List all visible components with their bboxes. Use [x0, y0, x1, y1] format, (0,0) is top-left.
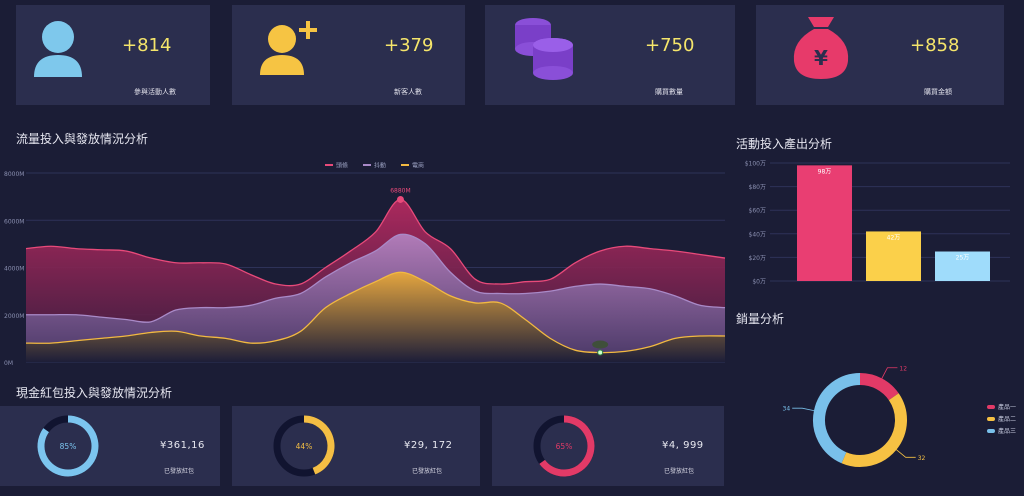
activity-section-title: 活動投入產出分析 [736, 137, 833, 151]
ring-progress [37, 415, 99, 477]
user-icon [34, 21, 82, 77]
slice-leader [881, 367, 898, 379]
legend-swatch [987, 405, 995, 409]
series-line-抖動 [25, 233, 726, 323]
redpacket-caption: 已發放紅包 [164, 468, 195, 475]
kpi-value: +379 [384, 35, 434, 56]
ring-progress [539, 415, 595, 477]
coin-stack-icon [515, 18, 573, 80]
min-marker [597, 349, 604, 356]
slice-leader [792, 407, 815, 411]
kpi-label: 購買數量 [655, 88, 683, 96]
y-tick-label: 6000M [4, 218, 24, 225]
kpi-value: +750 [645, 35, 695, 56]
peak-marker [396, 195, 404, 203]
svg-text:¥: ¥ [814, 46, 828, 70]
redpacket-amount: ¥4, 999 [662, 440, 704, 451]
donut-slice-產品一 [859, 373, 899, 401]
redpacket-amount: ¥361,16 [160, 440, 205, 451]
ring-progress [303, 415, 335, 475]
y-tick-label: $100万 [745, 161, 766, 168]
slice-label: 32 [918, 455, 926, 462]
redpacket-section-title: 現金紅包投入與發放情況分析 [16, 386, 173, 400]
slice-leader [896, 449, 916, 458]
legend-swatch [987, 429, 995, 433]
series-line-電商 [25, 271, 726, 354]
legend-label: 產品三 [998, 427, 1016, 435]
slice-label: 34 [783, 406, 791, 413]
ring-percent-label: 44% [296, 442, 313, 451]
donut-slice-產品三 [813, 373, 861, 464]
legend-label: 電商 [412, 162, 424, 170]
kpi-value: +858 [910, 35, 960, 56]
redpacket-amount: ¥29, 172 [404, 440, 453, 451]
donut-slice-產品二 [841, 393, 907, 467]
bar [866, 231, 921, 281]
legend-label: 產品一 [998, 403, 1016, 411]
y-tick-label: 2000M [4, 313, 24, 320]
progress-ring-chart: 65% [533, 415, 595, 477]
kpi-label: 新客人數 [394, 88, 422, 96]
traffic-section-title: 流量投入與發放情況分析 [16, 132, 149, 146]
y-tick-label: $0万 [752, 279, 766, 286]
y-tick-label: $80万 [749, 184, 766, 191]
legend-label: 頭條 [336, 162, 348, 170]
y-tick-label: 8000M [4, 171, 24, 178]
redpacket-caption: 已發放紅包 [664, 468, 695, 475]
area-fill-電商 [26, 272, 725, 362]
legend-swatch [987, 417, 995, 421]
y-tick-label: 4000M [4, 266, 24, 273]
redpacket-card-1: 85% ¥361,16 已發放紅包 [0, 406, 220, 486]
traffic-area-chart: 0M 2000M 4000M 6000M 8000M 頭條 抖動 電商 6880M [4, 162, 726, 367]
bar-data-label: 25万 [956, 255, 970, 262]
kpi-card-purchase-count: +750 購買數量 [485, 5, 735, 105]
ring-percent-label: 65% [556, 442, 573, 451]
redpacket-caption: 已發放紅包 [412, 468, 443, 475]
bar-data-label: 98万 [818, 168, 832, 175]
sales-section-title: 銷量分析 [736, 312, 785, 326]
kpi-label: 購買金額 [924, 88, 952, 96]
kpi-value: +814 [122, 35, 172, 56]
activity-bar-chart: $0万 $20万 $40万 $60万 $80万 $100万 98万 42万 25万 [745, 161, 1010, 286]
min-bubble [592, 340, 609, 349]
y-tick-label: 0M [4, 360, 13, 367]
slice-label: 12 [899, 365, 907, 372]
y-tick-label: $60万 [749, 208, 766, 215]
y-tick-label: $40万 [749, 231, 766, 238]
series-line-頭條 [25, 198, 726, 287]
y-tick-label: $20万 [749, 255, 766, 262]
kpi-card-participants: +814 參與活動人數 [16, 5, 210, 105]
legend-label: 產品二 [998, 415, 1016, 423]
money-bag-icon: ¥ [793, 17, 849, 79]
peak-label: 6880M [390, 187, 410, 194]
progress-ring-chart: 44% [273, 415, 335, 477]
ring-percent-label: 85% [60, 442, 77, 451]
bar [935, 251, 990, 281]
bar [797, 165, 852, 281]
kpi-card-new-customers: +379 新客人數 [232, 5, 465, 105]
kpi-card-purchase-amount: ¥ +858 購買金額 [756, 5, 1004, 105]
progress-ring-chart: 85% [37, 415, 99, 477]
redpacket-card-3: 65% ¥4, 999 已發放紅包 [492, 406, 724, 486]
kpi-label: 參與活動人數 [134, 88, 176, 96]
redpacket-card-2: 44% ¥29, 172 已發放紅包 [232, 406, 480, 486]
bar-data-label: 42万 [887, 234, 901, 241]
add-user-icon [260, 21, 317, 75]
legend-label: 抖動 [374, 162, 386, 170]
